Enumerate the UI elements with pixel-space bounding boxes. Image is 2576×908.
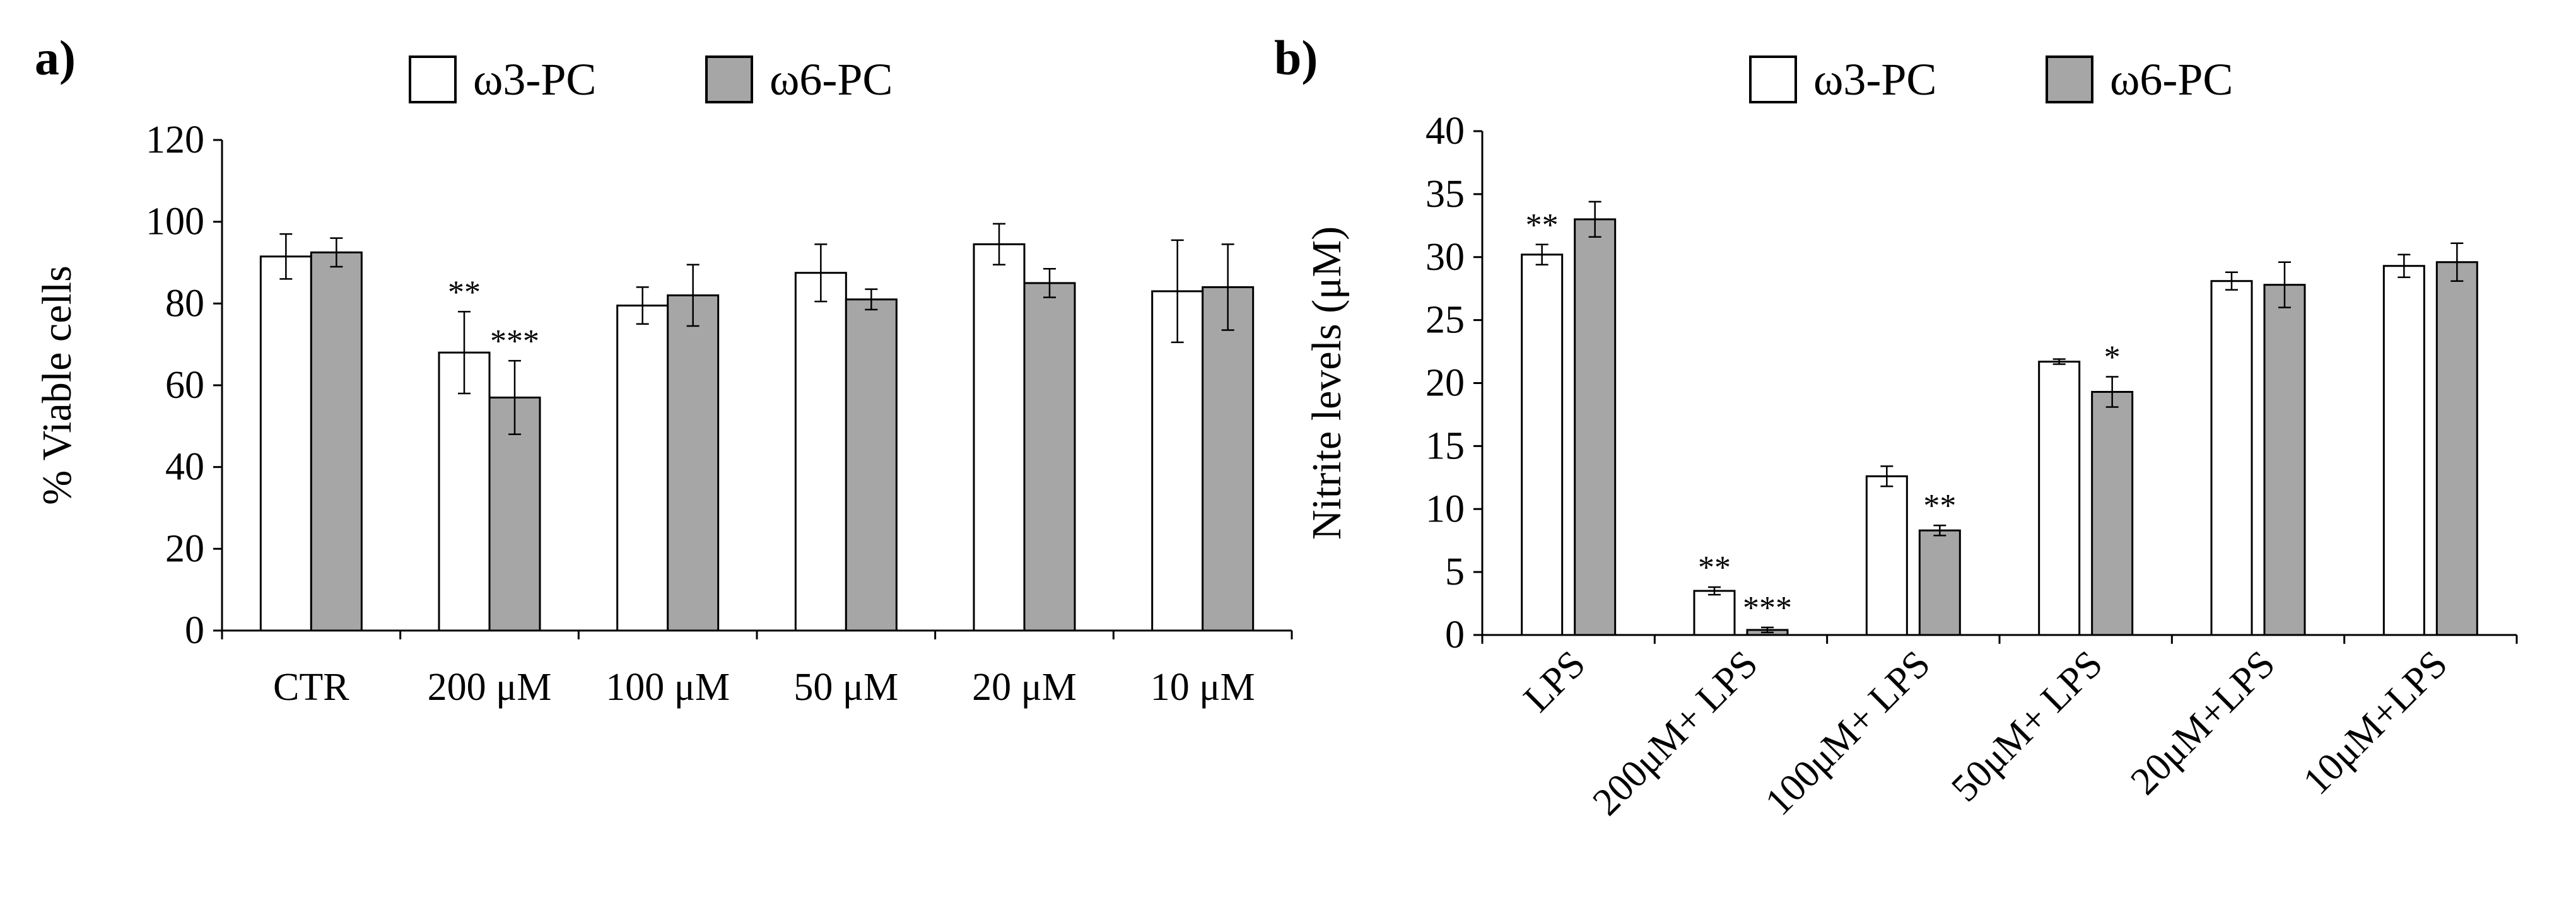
panel-a-x-tick-label: 100 μM xyxy=(606,666,730,709)
panel-a-letter: a) xyxy=(35,30,76,85)
panel-a-significance-label: ** xyxy=(448,274,481,310)
panel-a-bar-omega6 xyxy=(845,298,898,632)
panel-b-y-tick-label: 15 xyxy=(1426,424,1465,467)
panel-b-bar-omega6 xyxy=(1574,218,1617,636)
panel-b-legend-label: ω6-PC xyxy=(2110,54,2233,105)
panel-b-y-tick-label: 5 xyxy=(1445,550,1465,593)
panel-b-x-tick-label: LPS xyxy=(1516,643,1594,721)
panel-b-legend-swatch-omega3 xyxy=(1749,55,1797,103)
panel-a-significance-label: *** xyxy=(490,323,539,359)
panel-b-significance-label: ** xyxy=(1698,550,1731,586)
panel-b-bar-omega3 xyxy=(1865,475,1908,636)
panel-b-y-tick-label: 0 xyxy=(1445,614,1465,656)
panel-a-bar-omega6 xyxy=(1023,282,1076,632)
panel-b-bar-omega3 xyxy=(2382,265,2425,636)
panel-b-significance-label: *** xyxy=(1743,590,1792,626)
panel-b-bar-omega6 xyxy=(1918,529,1961,636)
panel-b-x-tick-label: 10μM+LPS xyxy=(2295,643,2456,803)
panel-a-legend-label: ω6-PC xyxy=(770,54,893,105)
panel-a-bar-omega6 xyxy=(1202,286,1255,632)
panel-b-y-tick-label: 10 xyxy=(1426,487,1465,530)
panel-b-y-tick-label: 25 xyxy=(1426,299,1465,342)
panel-b-bar-omega3 xyxy=(1693,590,1736,636)
panel-b-y-tick-label: 30 xyxy=(1426,236,1465,279)
panel-b-bar-omega6 xyxy=(2263,284,2306,636)
panel-b-y-tick-label: 40 xyxy=(1426,110,1465,153)
panel-a-x-tick-label: CTR xyxy=(273,666,349,709)
panel-a-y-tick-label: 20 xyxy=(165,527,204,570)
panel-a-legend-swatch-omega6 xyxy=(705,55,753,103)
panel-a-y-tick-label: 80 xyxy=(165,282,204,325)
panel-b-x-tick-label: 20μM+LPS xyxy=(2122,643,2283,803)
panel-b-chart: b) 0 5 10 15 20 25 30 35 40 Nitrite levels (μM) ** L… xyxy=(1274,30,2518,824)
panel-b-x-tick-label: 50μM+ LPS xyxy=(1943,643,2111,810)
panel-b-significance-label: ** xyxy=(1923,488,1956,524)
panel-a-bar-omega3 xyxy=(973,243,1026,632)
panel-a-y-tick-label: 0 xyxy=(185,609,204,652)
panel-b-bar-omega6 xyxy=(2091,390,2134,636)
panel-a-x-tick-label: 200 μM xyxy=(428,666,552,709)
panel-b-legend-label: ω3-PC xyxy=(1813,54,1936,105)
panel-a-y-tick-label: 60 xyxy=(165,364,204,407)
panel-b-y-tick-label: 35 xyxy=(1426,173,1465,216)
panel-b-y-tick-label: 20 xyxy=(1426,362,1465,405)
panel-a-legend-swatch-omega3 xyxy=(409,55,457,103)
panel-a-bar-omega6 xyxy=(667,294,720,632)
panel-a-y-axis-label: % Viable cells xyxy=(34,265,80,505)
panel-a-bar-omega6 xyxy=(310,251,363,632)
panel-a-x-tick-label: 20 μM xyxy=(972,666,1077,709)
panel-b-legend-swatch-omega6 xyxy=(2046,55,2093,103)
panel-b-x-tick-label: 200μM+ LPS xyxy=(1584,643,1766,824)
panel-a-y-tick-label: 100 xyxy=(146,201,204,243)
panel-a-legend-label: ω3-PC xyxy=(473,54,596,105)
panel-b-letter: b) xyxy=(1274,30,1318,85)
panel-a-bar-omega3 xyxy=(616,305,669,632)
panel-a-x-tick-label: 10 μM xyxy=(1150,666,1255,709)
panel-b-x-tick-label: 100μM+ LPS xyxy=(1757,643,1939,824)
panel-a-y-tick-label: 120 xyxy=(146,119,204,161)
panel-a-bar-omega3 xyxy=(794,272,847,632)
panel-b-bar-omega3 xyxy=(1521,253,1564,636)
panel-a-chart: a) 0 20 40 60 80 100 120 % Viable cells CTR ***** 2… xyxy=(34,30,1293,709)
panel-a-x-tick-label: 50 μM xyxy=(793,666,898,709)
panel-b-y-axis-label: Nitrite levels (μM) xyxy=(1304,226,1350,540)
panel-b-bar-omega3 xyxy=(2210,280,2253,636)
panel-a-bar-omega3 xyxy=(1151,290,1204,632)
panel-b-bar-omega3 xyxy=(2038,361,2081,636)
panel-a-y-tick-label: 40 xyxy=(165,446,204,489)
panel-b-bar-omega6 xyxy=(2435,261,2478,636)
panel-a-bar-omega3 xyxy=(259,255,312,632)
panel-b-significance-label: ** xyxy=(1526,207,1559,243)
panel-b-significance-label: * xyxy=(2104,340,2121,376)
panel-a-bar-omega3 xyxy=(438,351,491,632)
